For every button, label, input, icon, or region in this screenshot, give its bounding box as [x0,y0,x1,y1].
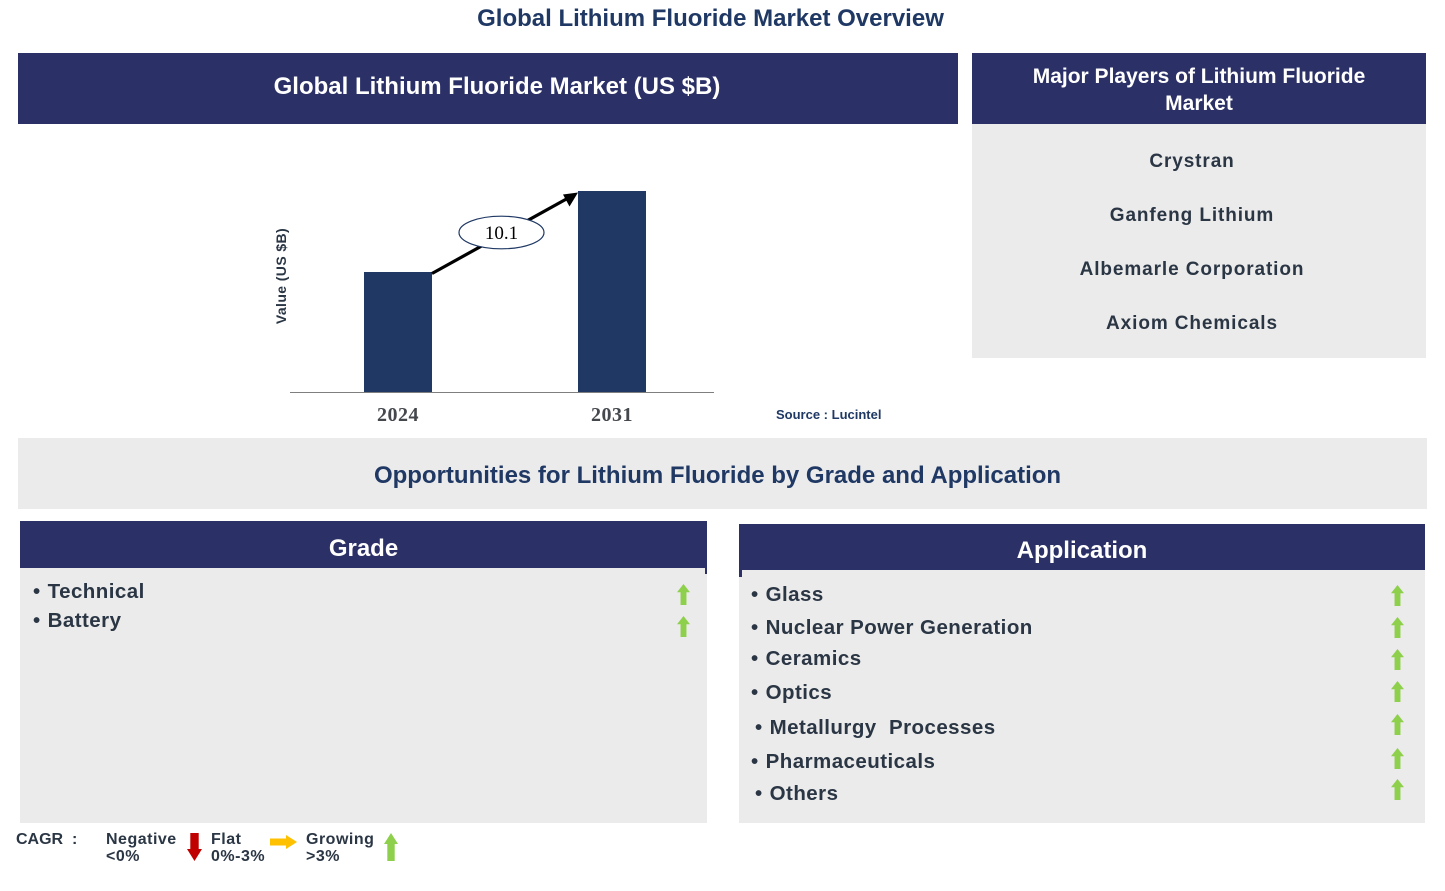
svg-text:10.1: 10.1 [485,223,518,244]
